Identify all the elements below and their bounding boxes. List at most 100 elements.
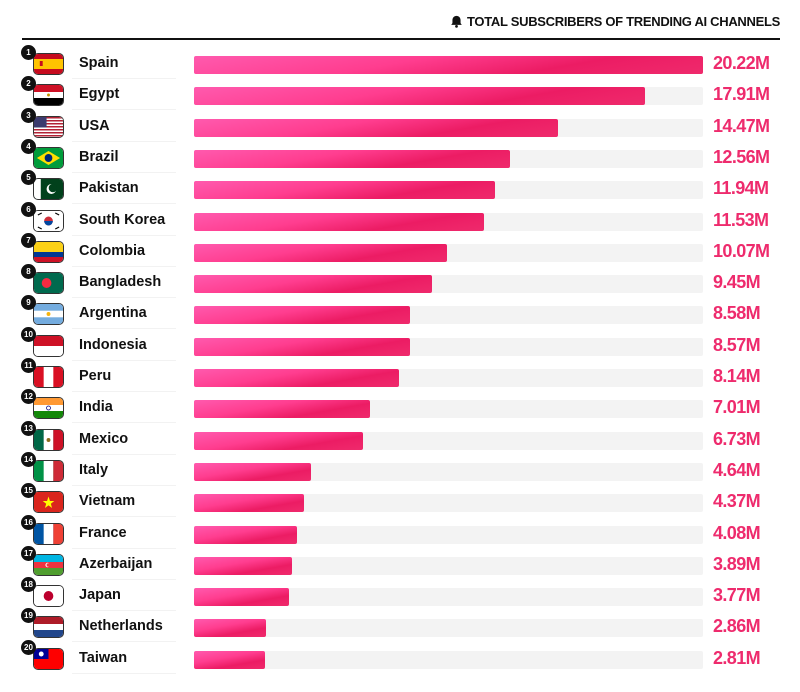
bar	[194, 149, 511, 168]
category-label: Indonesia	[79, 336, 147, 353]
bar-track	[194, 462, 703, 481]
bar	[194, 494, 304, 513]
row-divider	[72, 672, 176, 674]
bar-row: 20 Taiwan 2.81M	[0, 639, 800, 675]
bar-track	[194, 588, 703, 607]
bar-row: 2 Egypt 17.91M	[0, 76, 800, 111]
bar-track	[194, 306, 703, 325]
row-divider	[72, 328, 176, 330]
category-label: Egypt	[79, 86, 120, 103]
value-label: 11.53M	[713, 209, 769, 230]
row-divider	[72, 641, 176, 643]
rank-badge: 1	[21, 45, 36, 60]
flag-france-icon	[33, 522, 64, 545]
value-label: 2.81M	[713, 647, 761, 668]
value-label: 4.37M	[713, 491, 761, 512]
flag-colombia-icon	[33, 240, 64, 263]
row-divider	[72, 140, 176, 142]
row-divider	[72, 453, 176, 455]
flag-spain-icon	[33, 53, 64, 75]
flag-italy-icon	[33, 459, 64, 482]
value-label: 4.64M	[713, 459, 761, 480]
row-divider	[72, 297, 176, 299]
category-label: Vietnam	[79, 493, 136, 510]
category-label: Azerbaijan	[79, 555, 153, 572]
category-label: Spain	[79, 55, 119, 71]
category-label: Italy	[79, 461, 109, 478]
bar	[194, 56, 703, 74]
bar-row: 1 Spain 20.22M	[0, 45, 800, 80]
chart-title: TOTAL SUBSCRIBERS OF TRENDING AI CHANNEL…	[450, 14, 780, 29]
bar-track	[194, 650, 703, 669]
value-label: 14.47M	[713, 115, 770, 136]
bar-track	[194, 87, 703, 106]
bell-icon	[451, 15, 462, 28]
bar	[194, 275, 432, 294]
category-label: India	[79, 399, 113, 416]
bar-row: 4 Brazil 12.56M	[0, 138, 800, 174]
row-divider	[72, 234, 176, 236]
rank-badge: 15	[21, 483, 36, 499]
row-divider	[72, 547, 176, 549]
bar-track	[194, 400, 703, 419]
value-label: 3.77M	[713, 585, 761, 606]
bar	[194, 243, 448, 262]
row-divider	[72, 171, 176, 173]
bar	[194, 87, 645, 106]
bar-track	[194, 118, 703, 137]
bar	[194, 337, 410, 356]
flag-netherlands-icon	[33, 616, 64, 639]
row-divider	[72, 484, 176, 486]
bar-row: 7 Colombia 10.07M	[0, 232, 800, 268]
rank-badge: 8	[21, 264, 36, 280]
category-label: Bangladesh	[79, 274, 162, 291]
value-label: 2.86M	[713, 616, 761, 637]
bar-track	[194, 556, 703, 575]
bar	[194, 588, 289, 607]
flag-mexico-icon	[33, 428, 64, 451]
bar-row: 12 India 7.01M	[0, 389, 800, 424]
rank-badge: 13	[21, 420, 36, 436]
rank-badge: 7	[21, 232, 36, 248]
category-label: Colombia	[79, 242, 146, 259]
rank-badge: 19	[21, 608, 36, 624]
row-divider	[72, 359, 176, 361]
category-label: Brazil	[79, 148, 119, 165]
value-label: 20.22M	[713, 53, 770, 73]
flag-japan-icon	[33, 585, 64, 608]
title-divider	[22, 38, 780, 40]
flag-south-korea-icon	[33, 209, 64, 232]
flag-azerbaijan-icon	[33, 553, 64, 576]
category-label: Taiwan	[79, 649, 128, 666]
bar	[194, 525, 297, 544]
value-label: 10.07M	[713, 240, 770, 261]
bar-track	[194, 619, 703, 638]
value-label: 9.45M	[713, 272, 761, 293]
bar-row: 11 Peru 8.14M	[0, 358, 800, 393]
flag-peru-icon	[33, 366, 64, 388]
bar	[194, 118, 559, 137]
bar-row: 13 Mexico 6.73M	[0, 420, 800, 456]
value-label: 6.73M	[713, 428, 761, 449]
row-divider	[72, 516, 176, 518]
rank-badge: 4	[21, 138, 36, 154]
category-label: Argentina	[79, 305, 147, 322]
rank-badge: 20	[21, 639, 36, 655]
row-divider	[72, 265, 176, 267]
bar-row: 5 Pakistan 11.94M	[0, 170, 800, 205]
bar	[194, 306, 410, 325]
bar-row: 14 Italy 4.64M	[0, 451, 800, 487]
value-label: 7.01M	[713, 397, 761, 418]
flag-pakistan-icon	[33, 178, 64, 201]
category-label: Pakistan	[79, 180, 139, 197]
bar-row: 18 Japan 3.77M	[0, 577, 800, 612]
bar-row: 9 Argentina 8.58M	[0, 295, 800, 330]
rank-badge: 18	[21, 577, 36, 593]
value-label: 4.08M	[713, 522, 761, 543]
row-divider	[72, 203, 176, 205]
bar	[194, 181, 495, 200]
bar-row: 19 Netherlands 2.86M	[0, 608, 800, 643]
bar-row: 10 Indonesia 8.57M	[0, 326, 800, 362]
row-divider	[72, 391, 176, 392]
flag-usa-icon	[33, 115, 64, 138]
